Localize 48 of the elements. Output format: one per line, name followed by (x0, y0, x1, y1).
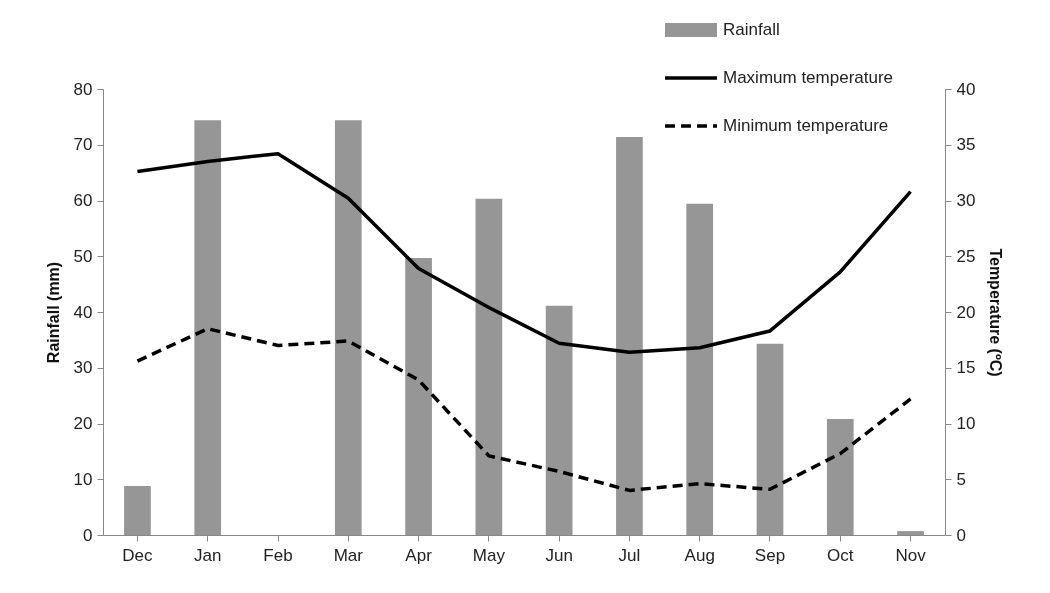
x-tick-label: Sep (754, 545, 786, 565)
x-tick-label: Apr (405, 545, 433, 565)
legend-label: Rainfall (723, 20, 780, 40)
bar (686, 203, 714, 535)
x-tick-label: May (472, 545, 506, 565)
x-tick-label: Dec (122, 545, 154, 565)
bar (545, 305, 573, 535)
bar (897, 531, 924, 535)
x-tick-label: Nov (895, 545, 927, 565)
y-tick-label: 10 (73, 469, 93, 489)
x-tick-label: Feb (263, 545, 293, 565)
x-tick-label: Jan (194, 545, 222, 565)
x-tick-label: Jul (618, 545, 641, 565)
y-tick-label: 40 (73, 302, 93, 322)
line-series (135, 326, 913, 493)
y-tick-label: 0 (83, 525, 93, 545)
y2-tick-label: 5 (956, 469, 966, 489)
y2-tick-label: 20 (956, 302, 976, 322)
y-tick-label: 30 (73, 358, 93, 378)
legend-label: Maximum temperature (723, 68, 894, 88)
bar (194, 120, 222, 535)
bar (334, 120, 362, 535)
bar (475, 198, 503, 535)
bar (826, 419, 854, 535)
y2-tick-label: 15 (956, 358, 976, 378)
y2-tick-label: 0 (956, 525, 966, 545)
line-series (135, 151, 913, 354)
y2-tick-label: 30 (956, 191, 976, 210)
bar (124, 485, 151, 535)
y-tick-label: 70 (73, 135, 93, 155)
bar (756, 343, 784, 535)
legend-label: Minimum temperature (723, 116, 889, 136)
y2-tick-label: 35 (956, 135, 976, 155)
y-tick-label: 50 (73, 246, 93, 266)
bar (405, 257, 432, 535)
bar (616, 136, 643, 535)
y2-tick-label: 40 (956, 79, 976, 99)
x-tick-label: Aug (684, 545, 715, 565)
y-tick-label: 60 (73, 191, 93, 210)
x-tick-label: Jun (545, 545, 573, 565)
y2-tick-label: 10 (956, 414, 976, 433)
y2-axis-title: Temperature (ºC) (987, 248, 1005, 377)
x-tick-label: Oct (827, 545, 854, 565)
x-tick-label: Mar (333, 545, 364, 565)
y-axis-title: Rainfall (mm) (44, 261, 62, 364)
y-tick-label: 20 (73, 414, 93, 433)
y2-tick-label: 25 (956, 246, 976, 266)
y-tick-label: 80 (73, 79, 93, 99)
